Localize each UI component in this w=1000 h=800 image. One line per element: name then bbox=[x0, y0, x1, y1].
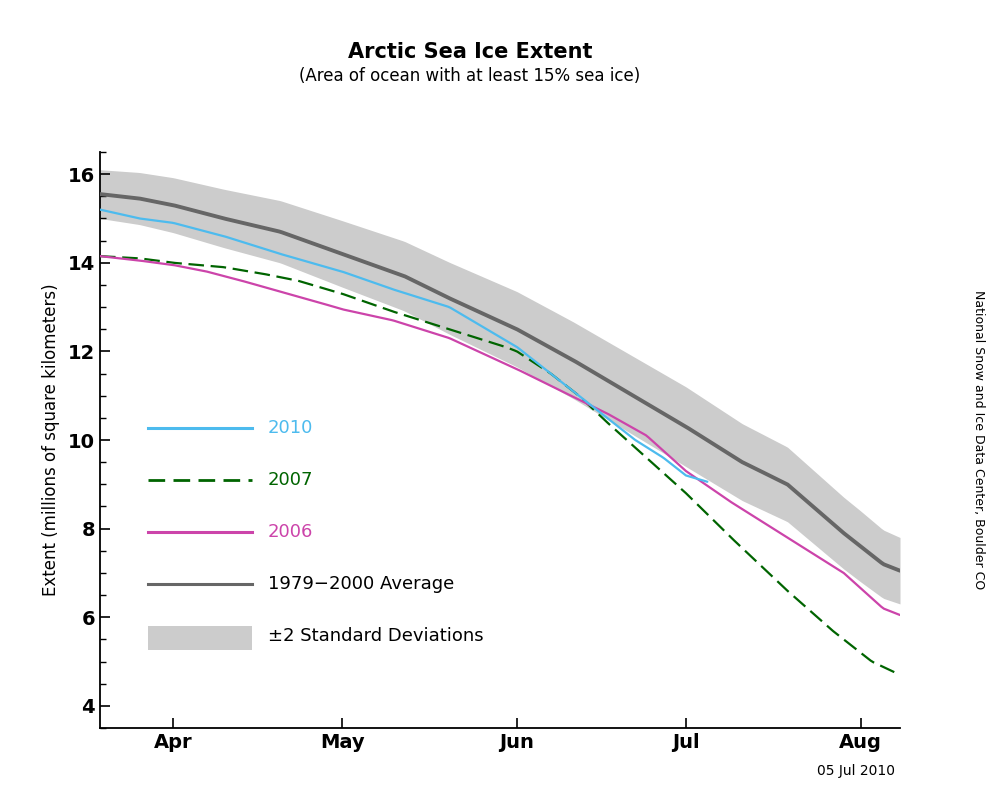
Text: 2007: 2007 bbox=[268, 471, 314, 490]
Text: National Snow and Ice Data Center, Boulder CO: National Snow and Ice Data Center, Bould… bbox=[972, 290, 985, 590]
Y-axis label: Extent (millions of square kilometers): Extent (millions of square kilometers) bbox=[42, 284, 60, 596]
Bar bbox=[148, 626, 252, 650]
Text: Arctic Sea Ice Extent: Arctic Sea Ice Extent bbox=[348, 42, 592, 62]
Text: 05 Jul 2010: 05 Jul 2010 bbox=[817, 763, 895, 778]
Text: 2010: 2010 bbox=[268, 419, 313, 438]
Text: (Area of ocean with at least 15% sea ice): (Area of ocean with at least 15% sea ice… bbox=[299, 67, 641, 85]
Text: 2006: 2006 bbox=[268, 523, 313, 541]
Text: ±2 Standard Deviations: ±2 Standard Deviations bbox=[268, 627, 484, 645]
Text: 1979−2000 Average: 1979−2000 Average bbox=[268, 575, 454, 593]
